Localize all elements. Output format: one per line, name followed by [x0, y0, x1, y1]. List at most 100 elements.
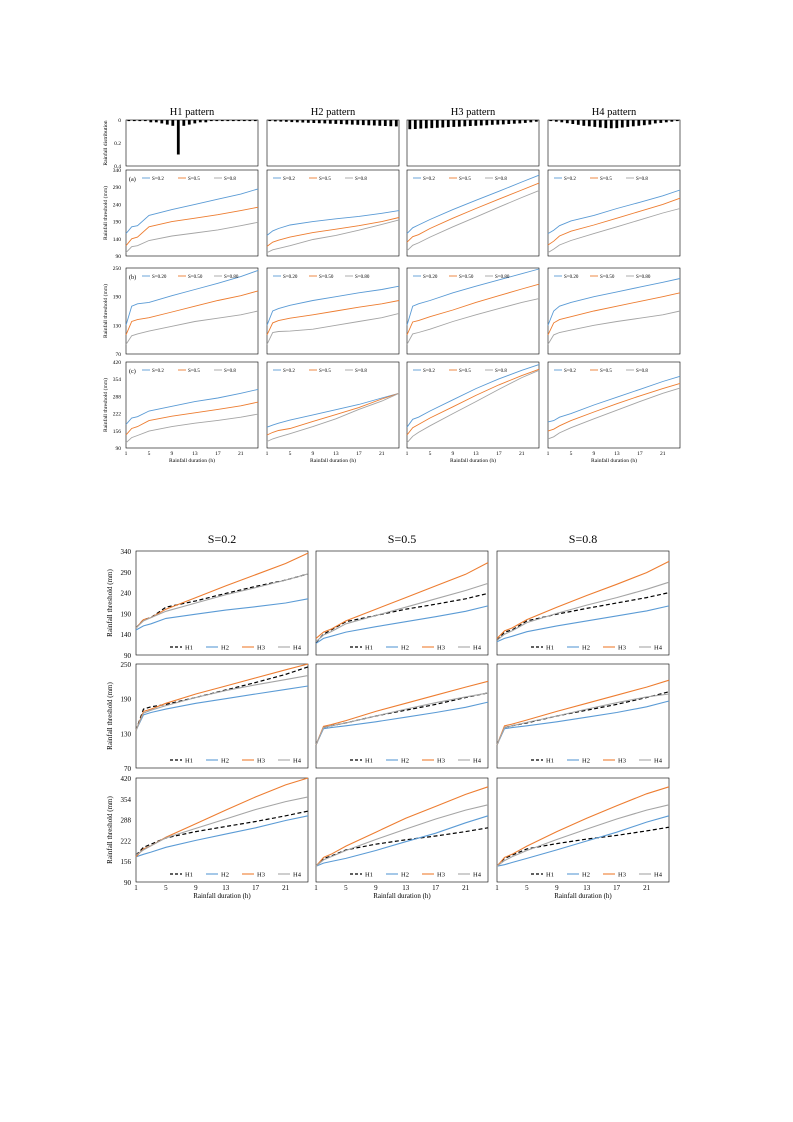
bot-r1-s0-series-h3: [135, 552, 309, 629]
x-tick-label: 13: [473, 451, 479, 457]
legend-label: H4: [293, 872, 302, 879]
dist-bar: [598, 120, 602, 128]
pattern-title-h4: H4 pattern: [592, 107, 637, 118]
dist-bar: [356, 120, 360, 125]
dist-y-tick-label: 0.4: [114, 164, 121, 170]
dist-bar: [565, 120, 569, 124]
dist-bar: [496, 120, 500, 125]
legend-label: S=0.2: [283, 177, 295, 182]
dist-bar: [312, 120, 316, 123]
x-tick-label: 21: [660, 451, 666, 457]
y-tick-label: 140: [121, 631, 132, 639]
y-tick-label: 288: [121, 817, 132, 825]
bot-r2-s1-series-h4: [315, 692, 489, 746]
dist-bar: [367, 120, 371, 126]
dist-bar: [435, 120, 439, 128]
top-r1-h3-series-s08: [406, 190, 540, 252]
bot-r1-s0-series-h4: [135, 573, 309, 629]
top-r3-h1-series-s05: [125, 401, 259, 436]
legend-label: H4: [654, 758, 663, 765]
top-r2-h1-series-s050: [125, 290, 259, 336]
x-tick-label: 17: [252, 884, 260, 892]
dist-bar: [518, 120, 522, 124]
y-tick-label: 250: [121, 661, 132, 669]
x-tick-label: 13: [222, 884, 230, 892]
dist-bar: [328, 120, 332, 124]
legend-label: H2: [582, 645, 590, 652]
legend-label: S=0.8: [636, 177, 648, 182]
dist-bar: [479, 120, 483, 126]
bot-r2-s2-series-h3: [496, 679, 670, 746]
dist-bar: [198, 120, 202, 123]
bot-r3-s1-series-h4: [315, 804, 489, 867]
dist-bar: [642, 120, 646, 126]
pattern-title-h3: H3 pattern: [451, 107, 496, 118]
bot-r1-s1-series-h4: [315, 582, 489, 643]
dist-bar: [339, 120, 343, 125]
threshold-panel-row2-h2: [266, 267, 400, 355]
bot-r2-s2-series-h2: [496, 700, 670, 746]
dist-bar: [295, 120, 299, 123]
pattern-title-h2: H2 pattern: [311, 107, 356, 118]
legend-label: H4: [293, 645, 302, 652]
top-r3-h2-series-s02: [266, 392, 400, 428]
dist-bar: [452, 120, 456, 127]
legend-label: H1: [185, 645, 193, 652]
top-r2-h2-series-s080: [266, 312, 400, 345]
dist-bar: [446, 120, 450, 128]
legend-label: H3: [618, 645, 626, 652]
y-tick-label: 354: [121, 796, 132, 804]
legend-label: S=0.50: [319, 275, 334, 280]
x-tick-label: 17: [432, 884, 440, 892]
legend-label: H3: [257, 758, 265, 765]
x-tick-label: 9: [312, 451, 315, 457]
dist-bar: [273, 120, 277, 122]
legend-label: H1: [546, 872, 554, 879]
dist-bar: [306, 120, 310, 123]
top-r1-h1-series-s05: [125, 206, 259, 246]
dist-bar: [345, 120, 349, 125]
y-tick-label: 290: [121, 569, 132, 577]
dist-bar: [554, 120, 558, 122]
x-tick-label: 9: [194, 884, 198, 892]
top-r2-h3-series-s020: [406, 268, 540, 326]
threshold-panel-row2-h1: [125, 267, 259, 355]
legend-label: S=0.5: [600, 177, 612, 182]
y-tick-label: 130: [121, 730, 132, 738]
legend-label: H3: [618, 758, 626, 765]
row-tag: (a): [129, 176, 136, 183]
legend-label: S=0.80: [636, 275, 651, 280]
dist-panel-h1: [125, 119, 259, 167]
dist-bar: [220, 120, 224, 122]
legend-label: S=0.5: [188, 369, 200, 374]
dist-bar: [512, 120, 516, 124]
dist-bar: [176, 120, 180, 155]
dist-bar: [268, 120, 272, 122]
bottom-y-axis-label: Rainfall threshold (mm): [106, 569, 114, 637]
top-r2-h1-series-s020: [125, 269, 259, 326]
legend-label: S=0.5: [319, 177, 331, 182]
dist-bar: [631, 120, 635, 127]
y-tick-label: 90: [124, 879, 132, 887]
top-r3-h2-series-s05: [266, 392, 400, 436]
x-tick-label: 1: [547, 451, 550, 457]
legend-label: S=0.80: [355, 275, 370, 280]
x-axis-label: Rainfall duration (h): [169, 457, 215, 464]
x-tick-label: 1: [406, 451, 409, 457]
dist-bar: [424, 120, 428, 129]
x-tick-label: 21: [379, 451, 385, 457]
bot-r2-s0-series-h1: [135, 666, 309, 731]
dist-bar: [529, 120, 533, 123]
bot-r3-s0-series-h1: [135, 810, 309, 856]
dist-bar: [209, 120, 213, 122]
bot-r1-s2-series-h3: [496, 560, 670, 639]
top-r1-h4-series-s02: [547, 189, 681, 234]
bot-r3-s2-series-h1: [496, 826, 670, 867]
dist-panel-h3: [406, 119, 540, 167]
dist-bar: [615, 120, 619, 129]
y-tick-label: 90: [116, 446, 122, 452]
dist-bar: [675, 120, 679, 122]
dist-bar: [165, 120, 169, 125]
dist-bar: [127, 120, 131, 122]
x-tick-label: 17: [613, 884, 621, 892]
